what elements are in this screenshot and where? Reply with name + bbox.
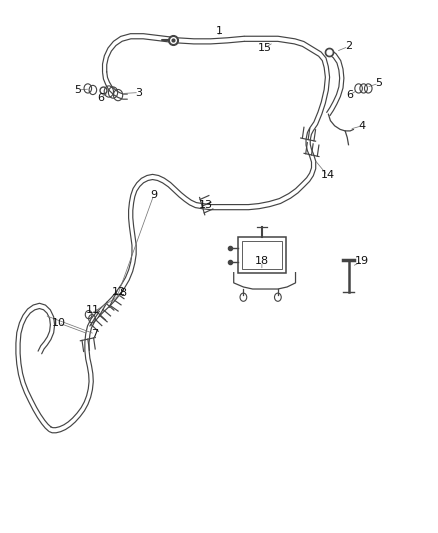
Text: 14: 14 bbox=[321, 171, 335, 181]
Text: 5: 5 bbox=[74, 85, 81, 95]
Bar bbox=[238, 237, 286, 273]
Text: 15: 15 bbox=[258, 43, 272, 53]
Text: 10: 10 bbox=[51, 318, 65, 328]
Text: 13: 13 bbox=[198, 200, 212, 210]
Text: 9: 9 bbox=[150, 190, 157, 200]
Text: 18: 18 bbox=[255, 256, 269, 266]
Text: 5: 5 bbox=[375, 78, 382, 88]
Text: 8: 8 bbox=[120, 288, 127, 298]
Text: 11: 11 bbox=[86, 305, 100, 315]
Text: 6: 6 bbox=[346, 90, 353, 100]
Text: 3: 3 bbox=[136, 87, 143, 98]
Text: 2: 2 bbox=[345, 42, 352, 52]
Text: 7: 7 bbox=[92, 329, 99, 339]
Text: 12: 12 bbox=[112, 287, 126, 297]
Bar bbox=[242, 241, 282, 269]
Text: 1: 1 bbox=[215, 26, 223, 36]
Text: 4: 4 bbox=[358, 121, 366, 131]
Text: 19: 19 bbox=[355, 256, 369, 266]
Text: 6: 6 bbox=[97, 93, 104, 103]
